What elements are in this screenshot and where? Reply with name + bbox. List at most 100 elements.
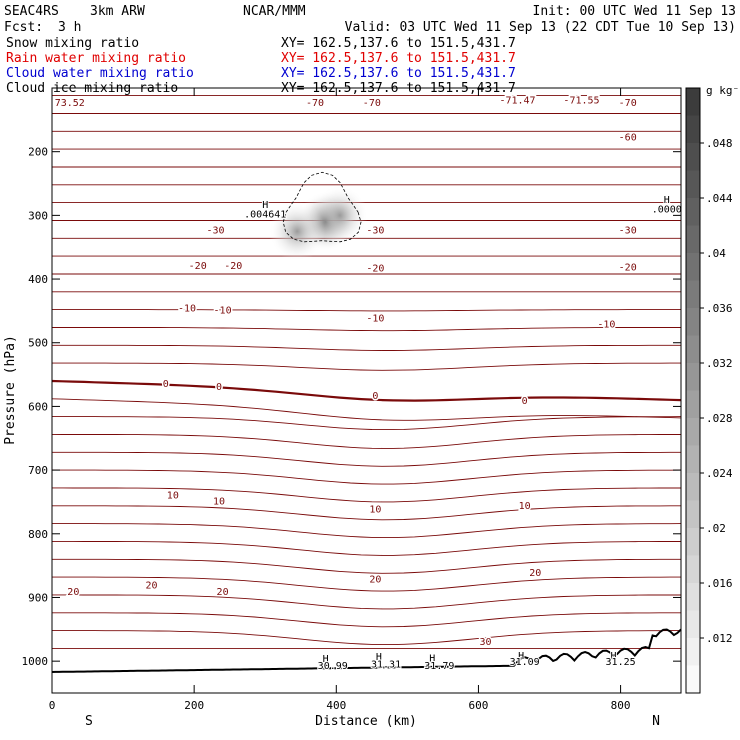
colorbar-swatch xyxy=(686,308,700,336)
isotherm-line xyxy=(52,630,681,646)
left-end-label: S xyxy=(85,714,93,729)
field-xy: XY= 162.5,137.6 to 151.5,431.7 xyxy=(281,51,516,66)
center-name: NCAR/MMM xyxy=(243,4,306,19)
colorbar-swatch xyxy=(686,170,700,198)
isotherm-line xyxy=(52,505,681,521)
contour-label: -70 xyxy=(619,98,637,109)
colorbar-frame xyxy=(685,87,701,694)
contour-label: -70 xyxy=(306,98,324,109)
colorbar-swatch xyxy=(686,88,700,116)
zero-isotherm xyxy=(51,379,682,402)
colorbar: .012 .016 .02 .024 .028 .032 .036 .04 .044 .048 xyxy=(685,87,733,694)
colorbar-swatch xyxy=(686,418,700,446)
field-name: Snow mixing ratio xyxy=(6,36,139,51)
contour-label: -30 xyxy=(206,225,224,236)
isotherm-line xyxy=(52,576,681,592)
contour-label: -20 xyxy=(224,261,242,272)
annotation-label: 31.79 xyxy=(424,661,454,672)
contour-label: 20 xyxy=(217,587,229,598)
isotherm-line xyxy=(52,523,682,539)
contour-label: -10 xyxy=(178,304,196,315)
contour-label: 0 xyxy=(522,396,528,407)
field-legend: Snow mixing ratio XY= 162.5,137.6 to 151.… xyxy=(6,36,516,96)
cloud-shade-blob xyxy=(311,185,368,246)
colorbar-swatch xyxy=(686,638,700,666)
isotherm-line xyxy=(52,327,681,332)
x-tick-label: 0 xyxy=(49,699,56,712)
contour-label: 0 xyxy=(372,391,378,402)
fcst-label: Fcst: xyxy=(4,20,43,35)
y-tick-label: 600 xyxy=(28,400,48,413)
colorbar-swatch xyxy=(686,143,700,171)
annotation-label: .0000 xyxy=(652,204,682,215)
isotherm-line xyxy=(52,558,681,574)
colorbar-swatch xyxy=(686,335,700,363)
contour-label: 0 xyxy=(216,382,222,393)
annotation-label: 31.25 xyxy=(606,657,636,668)
field-name: Rain water mixing ratio xyxy=(6,51,186,66)
isotherm-line xyxy=(52,309,681,312)
annotation-label: H xyxy=(323,654,329,665)
contour-label: -20 xyxy=(366,264,384,275)
contour-label: -10 xyxy=(597,320,615,331)
isotherm-line xyxy=(52,487,681,503)
field-xy: XY= 162.5,137.6 to 151.5,431.7 xyxy=(281,66,516,81)
y-tick-label: 500 xyxy=(28,337,48,350)
terrain-line xyxy=(51,628,682,673)
contour-label: -20 xyxy=(619,262,637,273)
colorbar-tick-label: .012 xyxy=(706,632,733,645)
isotherm-line xyxy=(52,594,681,610)
annotation-label: H xyxy=(429,653,435,664)
contour-label: 10 xyxy=(213,497,225,508)
annotation-label: H xyxy=(376,652,382,663)
contour-label: -30 xyxy=(619,225,637,236)
right-end-label: N xyxy=(652,714,660,729)
contour-label: 10 xyxy=(369,504,381,515)
annotation-label: .004641 xyxy=(244,209,286,220)
isotherm-line xyxy=(52,362,681,371)
y-tick-label: 900 xyxy=(28,591,48,604)
y-tick-label: 400 xyxy=(28,273,48,286)
model-name: SEAC4RS xyxy=(4,4,59,19)
annotation-label: 31.09 xyxy=(510,657,540,668)
y-tick-label: 1000 xyxy=(22,655,49,668)
annotation-label: 31.31 xyxy=(371,660,401,671)
annotations: H.004641H.0000H30.99H31.31H31.79H31.09H3… xyxy=(243,194,683,673)
contour-label: 20 xyxy=(145,581,157,592)
colorbar-swatch xyxy=(686,363,700,391)
contour-label: -30 xyxy=(366,225,384,236)
colorbar-swatch xyxy=(686,665,700,693)
isotherm-line xyxy=(52,451,681,467)
colorbar-unit: g kg⁻¹ xyxy=(706,84,740,97)
x-tick-label: 600 xyxy=(469,699,489,712)
colorbar-tick-label: .02 xyxy=(706,522,726,535)
colorbar-swatch xyxy=(686,280,700,308)
contour-label: 10 xyxy=(519,501,531,512)
annotation-label: H xyxy=(610,651,616,662)
colorbar-swatch xyxy=(686,390,700,418)
contour-label: 20 xyxy=(369,574,381,585)
contour-label: -10 xyxy=(214,306,232,317)
colorbar-swatch xyxy=(686,445,700,473)
x-tick-label: 800 xyxy=(611,699,631,712)
x-axis-title: Distance (km) xyxy=(315,714,417,729)
colorbar-tick-label: .016 xyxy=(706,577,733,590)
fcst-value: 3 h xyxy=(58,20,81,35)
isotherm-line xyxy=(52,540,681,556)
y-tick-label: 800 xyxy=(28,528,48,541)
x-tick-label: 200 xyxy=(184,699,204,712)
isotherm-line xyxy=(52,612,681,628)
colorbar-swatch xyxy=(686,610,700,638)
contour-label: -71.47 xyxy=(499,95,535,106)
terrain-path xyxy=(51,628,682,673)
colorbar-swatch xyxy=(686,473,700,501)
plot-frame xyxy=(51,87,682,694)
colorbar-tick-label: .024 xyxy=(706,467,733,480)
contour-label: -60 xyxy=(619,132,637,143)
colorbar-tick-label: .044 xyxy=(706,192,733,205)
colorbar-swatch xyxy=(686,115,700,143)
colorbar-tick-label: .048 xyxy=(706,137,733,150)
isotherm-line xyxy=(52,344,681,351)
temperature-contours xyxy=(51,95,682,649)
